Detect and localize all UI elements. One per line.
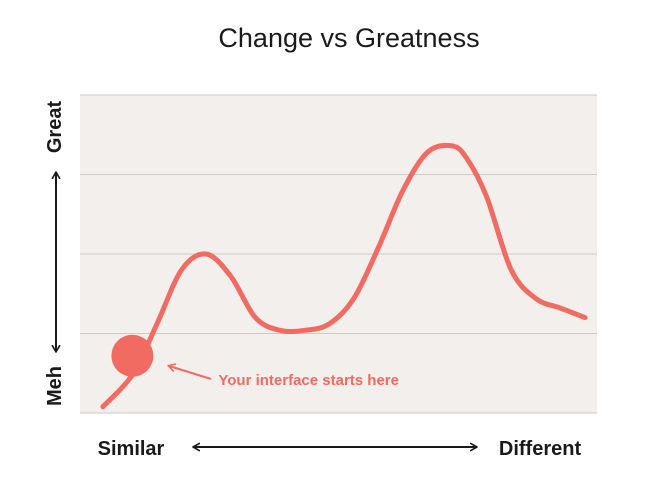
grid-lines xyxy=(80,94,597,414)
y-axis-label-low: Meh xyxy=(44,366,66,406)
y-axis-label-high: Great xyxy=(44,101,66,154)
x-axis-label-high: Different xyxy=(499,438,582,460)
annotation-text: Your interface starts here xyxy=(218,372,399,389)
chart-title: Change vs Greatness xyxy=(218,23,479,53)
start-marker xyxy=(111,334,154,377)
x-axis-label-low: Similar xyxy=(98,438,165,460)
series-line xyxy=(100,142,588,410)
annotation-arrow xyxy=(167,363,212,380)
